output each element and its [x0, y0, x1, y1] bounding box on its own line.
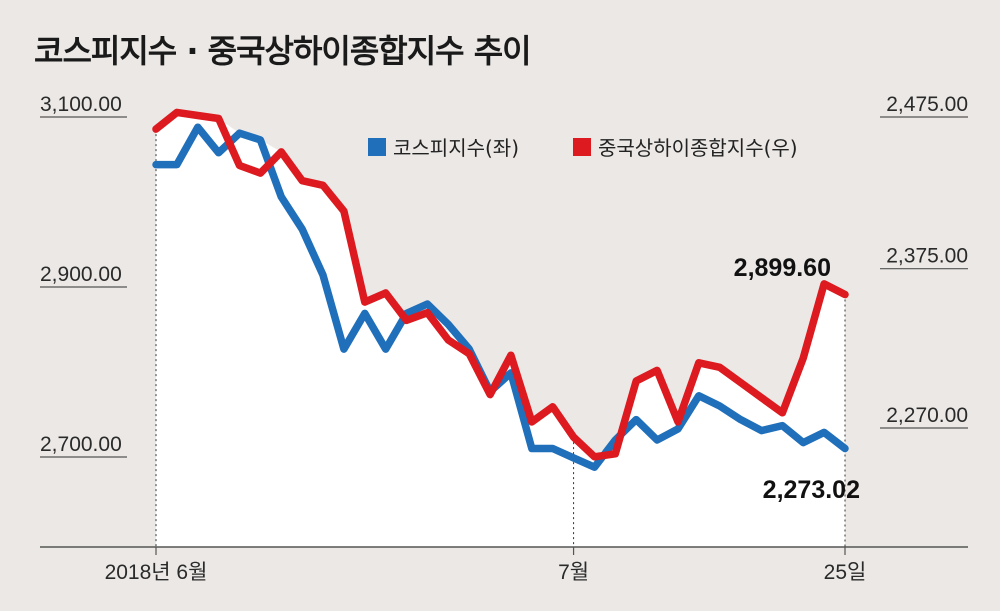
right-axis-tick-label: 2,475.00	[886, 93, 968, 116]
chart-area-fill	[156, 112, 845, 548]
legend-label: 중국상하이종합지수(우)	[598, 136, 798, 160]
chart-title: 코스피지수 · 중국상하이종합지수 추이	[34, 32, 532, 70]
legend-label: 코스피지수(좌)	[393, 136, 519, 160]
legend-swatch	[368, 138, 386, 156]
left-axis-tick-label: 3,100.00	[40, 93, 122, 116]
left-axis-tick-label: 2,900.00	[40, 263, 122, 286]
legend-swatch	[573, 138, 591, 156]
x-axis-tick-label: 2018년 6월	[105, 561, 208, 584]
left-axis-tick-label: 2,700.00	[40, 433, 122, 456]
right-axis-tick-label: 2,270.00	[886, 404, 968, 427]
shanghai-last-value-label: 2,899.60	[734, 254, 831, 282]
kospi-last-value-label: 2,273.02	[763, 476, 860, 504]
shanghai-series-line	[152, 108, 849, 461]
x-axis-tick-label: 7월	[558, 561, 589, 584]
x-axis-tick-label: 25일	[824, 561, 867, 584]
right-axis-tick-label: 2,375.00	[886, 245, 968, 268]
